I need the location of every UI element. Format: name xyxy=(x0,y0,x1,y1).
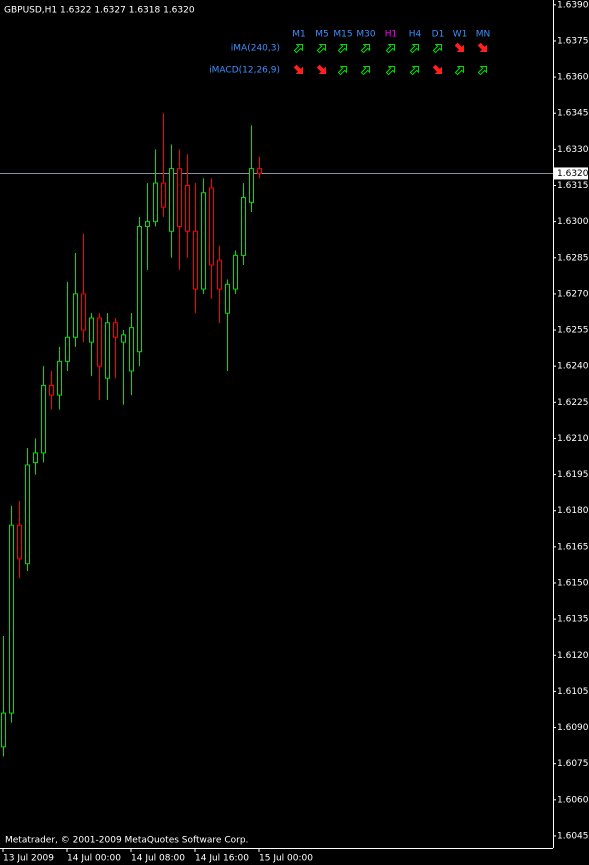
candle-body xyxy=(193,230,198,290)
timeframe-label: W1 xyxy=(453,30,468,40)
candle-body xyxy=(153,182,158,223)
y-tick-label: 1.6195 xyxy=(557,470,589,480)
signal-arrow xyxy=(454,42,465,53)
candle-body xyxy=(129,327,134,372)
signal-arrow xyxy=(454,65,465,76)
x-tick-label: 13 Jul 2009 xyxy=(3,854,54,864)
signal-arrow xyxy=(337,65,348,76)
y-tick-label: 1.6285 xyxy=(557,253,589,263)
candle-body xyxy=(121,334,126,343)
candle-body xyxy=(257,168,262,174)
timeframe-label: M30 xyxy=(356,30,375,40)
timeframe-label: M1 xyxy=(292,30,306,40)
timeframe-label: D1 xyxy=(432,30,445,40)
candle-body xyxy=(25,464,30,565)
candle-body xyxy=(73,293,78,338)
indicator-label: iMACD(12,26,9) xyxy=(209,66,280,76)
signal-arrow xyxy=(409,43,420,54)
y-tick-label: 1.6060 xyxy=(557,795,589,805)
timeframe-label: H4 xyxy=(409,30,422,40)
y-tick-label: 1.6105 xyxy=(557,687,589,697)
x-tick-label: 14 Jul 16:00 xyxy=(195,854,249,864)
candle-body xyxy=(233,254,238,290)
candle-body xyxy=(241,197,246,256)
candle-body xyxy=(145,221,150,227)
y-tick-label: 1.6090 xyxy=(557,723,589,733)
candle-body xyxy=(97,317,102,367)
y-tick-label: 1.6210 xyxy=(557,434,589,444)
x-tick-label: 15 Jul 00:00 xyxy=(259,854,313,864)
timeframe-label: M5 xyxy=(315,30,329,40)
y-tick-label: 1.6270 xyxy=(557,289,589,299)
signal-arrow xyxy=(337,43,348,54)
y-tick-label: 1.6180 xyxy=(557,506,589,516)
signal-arrow xyxy=(360,65,371,76)
candle-body xyxy=(49,384,54,396)
candle-body xyxy=(113,322,118,338)
signal-arrow xyxy=(385,43,396,54)
y-tick-label: 1.6390 xyxy=(557,0,589,10)
candle-body xyxy=(161,182,166,208)
y-tick-label: 1.6135 xyxy=(557,615,589,625)
candle-body xyxy=(1,712,6,748)
signal-arrow xyxy=(385,65,396,76)
candle-body xyxy=(65,336,70,362)
signal-arrow xyxy=(360,43,371,54)
signal-arrow xyxy=(477,42,488,53)
candle-body xyxy=(105,322,110,379)
candle-body xyxy=(17,524,22,560)
y-tick-label: 1.6330 xyxy=(557,145,589,155)
footer: Metatrader, © 2001-2009 MetaQuotes Softw… xyxy=(5,836,248,846)
candle-body xyxy=(57,360,62,396)
candle-body xyxy=(89,317,94,343)
y-tick-label: 1.6375 xyxy=(557,36,589,46)
y-tick-label: 1.6165 xyxy=(557,542,589,552)
y-tick-label: 1.6255 xyxy=(557,326,589,336)
candle-body xyxy=(225,283,230,314)
chart-title: GBPUSD,H1 1.6322 1.6327 1.6318 1.6320 xyxy=(4,6,195,16)
candle-body xyxy=(249,168,254,203)
y-tick-label: 1.6300 xyxy=(557,217,589,227)
signal-arrow xyxy=(432,64,443,75)
candle-body xyxy=(9,524,14,714)
y-tick-label: 1.6045 xyxy=(557,831,589,841)
y-tick-label: 1.6240 xyxy=(557,362,589,372)
signal-arrow xyxy=(293,64,304,75)
y-tick-label: 1.6225 xyxy=(557,398,589,408)
signal-arrow xyxy=(293,43,304,54)
candle-body xyxy=(201,192,206,290)
y-tick-label: 1.6345 xyxy=(557,109,589,119)
timeframe-label: MN xyxy=(476,30,491,40)
candle-body xyxy=(33,452,38,464)
timeframe-label: M15 xyxy=(333,30,352,40)
x-tick-label: 14 Jul 08:00 xyxy=(131,854,185,864)
y-tick-label: 1.6075 xyxy=(557,759,589,769)
candle-body xyxy=(217,259,222,290)
signal-arrow xyxy=(316,43,327,54)
indicator-label: iMA(240,3) xyxy=(231,44,280,54)
y-tick-label: 1.6315 xyxy=(557,181,589,191)
signal-arrow xyxy=(432,43,443,54)
signal-arrow xyxy=(477,65,488,76)
candle-body xyxy=(209,187,214,266)
candle-body xyxy=(169,168,174,232)
signal-arrow xyxy=(316,64,327,75)
x-tick-label: 14 Jul 00:00 xyxy=(67,854,121,864)
signal-arrow xyxy=(409,65,420,76)
candle-body xyxy=(81,293,86,331)
candle-body xyxy=(41,384,46,454)
y-tick-label: 1.6150 xyxy=(557,579,589,589)
current-price-box xyxy=(554,167,588,180)
candle-body xyxy=(185,185,190,232)
y-tick-label: 1.6120 xyxy=(557,651,589,661)
y-tick-label: 1.6360 xyxy=(557,73,589,83)
current-price-label: 1.6320 xyxy=(557,169,589,179)
candle-body xyxy=(177,168,182,227)
timeframe-label: H1 xyxy=(385,30,398,40)
candle-body xyxy=(137,225,142,353)
